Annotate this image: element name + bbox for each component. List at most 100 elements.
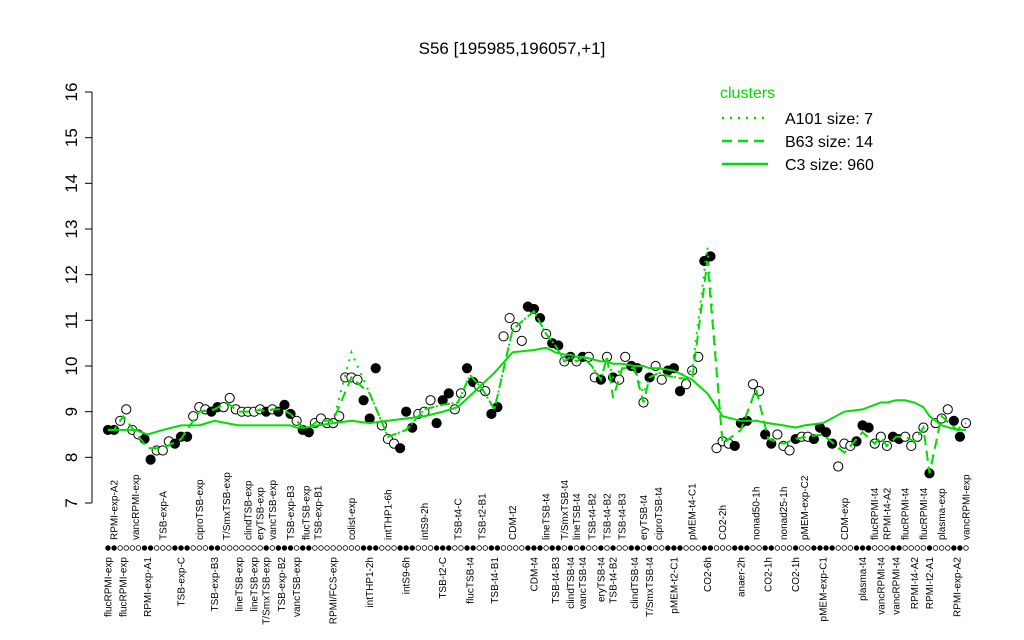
row-dot xyxy=(464,545,470,551)
row-dot xyxy=(281,545,288,551)
data-point xyxy=(145,454,156,465)
data-point xyxy=(705,251,716,262)
legend-label: B63 size: 14 xyxy=(785,134,873,151)
row-dot xyxy=(373,545,379,551)
row-dot xyxy=(951,545,957,551)
row-dot xyxy=(214,545,221,551)
x-label-bottom: vancTSB-t4 xyxy=(578,557,589,610)
row-dot xyxy=(914,545,921,551)
x-label-top: lineTSB-t4 xyxy=(572,493,583,540)
row-dot xyxy=(774,545,781,551)
row-dot xyxy=(439,545,446,551)
x-label-bottom: anaer-2h xyxy=(736,557,747,597)
x-label-bottom: lineTSB-exp xyxy=(234,557,245,612)
row-dot xyxy=(616,545,622,551)
row-dot xyxy=(421,545,428,551)
y-tick-label: 12 xyxy=(62,265,81,284)
x-label-top: CDM-exp xyxy=(840,497,851,540)
row-dot xyxy=(190,545,196,551)
row-dot xyxy=(811,545,817,551)
y-tick-label: 15 xyxy=(62,128,81,147)
row-dot xyxy=(111,545,117,551)
x-label-bottom: T/SmxTSB-exp xyxy=(262,557,273,625)
x-label-bottom: plasma-t4 xyxy=(858,557,869,601)
x-label-bottom: eryTSB-t4 xyxy=(596,557,607,602)
row-dot xyxy=(360,545,367,551)
row-dot xyxy=(543,545,549,551)
row-dot xyxy=(397,545,403,551)
x-label-bottom: pMEM-t2-C1 xyxy=(669,557,680,614)
row-dot xyxy=(841,545,847,551)
row-dot xyxy=(251,545,257,551)
row-dot xyxy=(239,545,245,551)
row-dot xyxy=(640,545,647,551)
row-dot xyxy=(805,545,811,551)
x-label-bottom: flucRPMI-exp xyxy=(119,557,130,617)
data-point xyxy=(401,406,412,417)
data-point xyxy=(851,436,862,447)
x-label-bottom: CO2-1h xyxy=(791,557,802,592)
x-label-top: flucRPMI-t4 xyxy=(901,487,912,540)
row-dot xyxy=(415,545,422,551)
y-tick-label: 14 xyxy=(62,174,81,193)
row-dot xyxy=(129,545,136,551)
row-dot xyxy=(646,545,653,551)
x-label-bottom: CO2-1h xyxy=(764,557,775,592)
x-label-bottom: clindTSB-t4 xyxy=(630,557,641,609)
row-dot xyxy=(713,545,720,551)
row-dot xyxy=(610,545,616,551)
x-label-top: TSB-t2-B1 xyxy=(478,493,489,540)
row-dot xyxy=(117,545,123,551)
row-dot xyxy=(786,545,793,551)
row-dot xyxy=(141,545,148,551)
row-dot xyxy=(263,545,269,551)
x-label-top: clindTSB-exp xyxy=(243,480,254,540)
y-tick-label: 11 xyxy=(62,312,81,330)
row-dot xyxy=(622,545,628,551)
x-label-top: ciproTSB-exp xyxy=(195,479,206,540)
row-dot xyxy=(768,545,774,551)
x-label-bottom: TSB-t4-B3 xyxy=(551,557,562,604)
row-dot xyxy=(878,545,884,551)
x-label-bottom: vancRPMI-t4 xyxy=(876,557,887,615)
data-point xyxy=(486,408,497,420)
row-dot xyxy=(957,545,963,551)
row-dot xyxy=(652,545,659,551)
x-label-bottom: intTHP1-2h xyxy=(365,557,376,608)
row-dot xyxy=(744,545,750,551)
x-label-top: CDM-t2 xyxy=(508,505,519,540)
x-label-top: flucTSB-exp xyxy=(301,485,312,540)
row-dot xyxy=(920,545,927,551)
row-dot xyxy=(336,545,342,551)
row-dot xyxy=(525,545,531,551)
row-dot xyxy=(427,545,434,551)
row-dot xyxy=(287,545,294,551)
x-label-bottom: RPMI-exp-A1 xyxy=(143,557,154,617)
row-dot xyxy=(792,545,799,551)
row-dot xyxy=(488,545,495,551)
x-label-bottom: flucRPMI-exp xyxy=(104,557,115,617)
row-dot xyxy=(799,545,805,551)
row-dot xyxy=(555,545,561,551)
row-dot xyxy=(531,545,537,551)
row-dot xyxy=(105,545,111,551)
row-dot xyxy=(446,545,452,551)
data-point xyxy=(954,431,966,442)
x-label-top: colist-exp xyxy=(347,497,358,540)
row-dot xyxy=(659,545,665,551)
x-label-top: TSB-exp-B3 xyxy=(286,485,297,540)
x-label-bottom: TSB-exp-B3 xyxy=(210,557,221,612)
data-point xyxy=(674,386,686,397)
x-label-bottom: flucTSB-t4 xyxy=(466,557,477,604)
data-point xyxy=(121,404,132,415)
x-label-top: T/SmxTSB-t4 xyxy=(560,480,571,540)
x-label-bottom: intS9-6h xyxy=(402,557,413,594)
x-label-bottom: TSB-exp-B2 xyxy=(277,557,288,612)
x-label-top: plasma-exp xyxy=(937,488,948,540)
x-label-bottom: RPMI-exp-A2 xyxy=(952,557,963,617)
row-dot xyxy=(160,545,166,551)
row-dot xyxy=(220,545,227,551)
x-label-bottom: TSB-t4-B1 xyxy=(490,557,501,604)
row-dot xyxy=(598,545,604,551)
